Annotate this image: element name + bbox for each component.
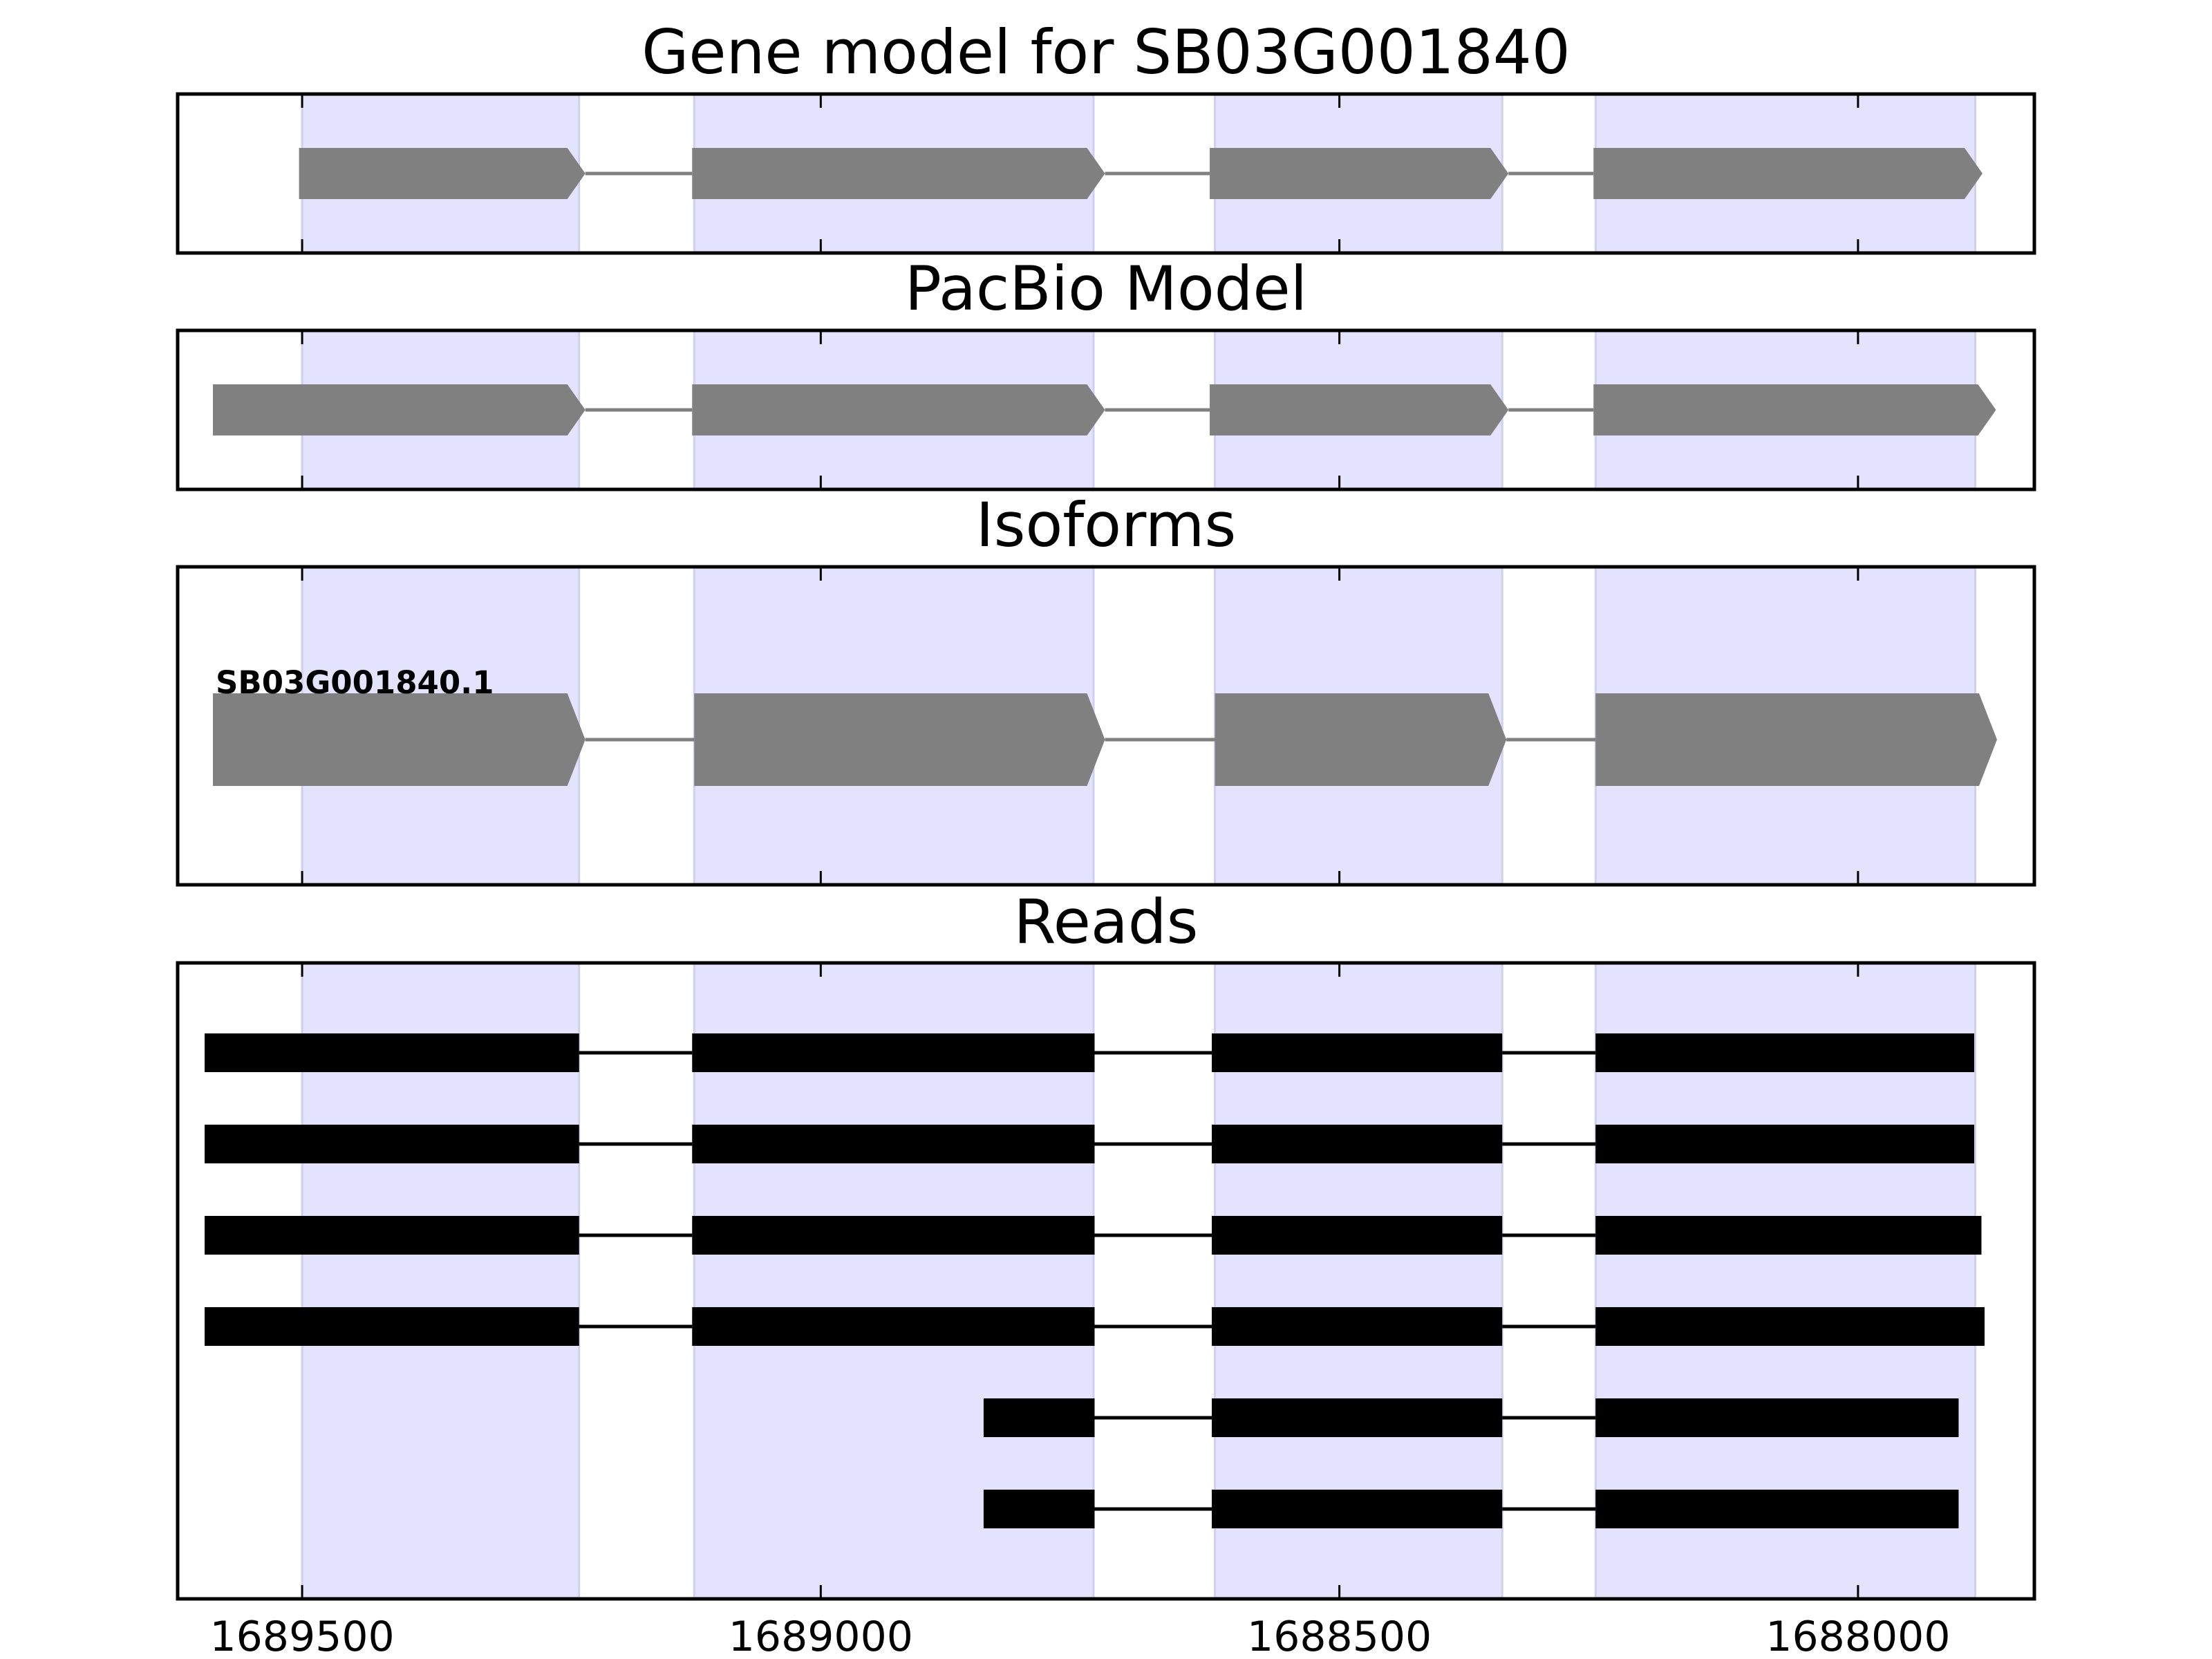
isoforms-structure [213,693,1997,786]
x-tick-label: 1689000 [729,1613,913,1659]
x-tick-label: 1689500 [209,1613,394,1659]
read-block [205,1307,579,1346]
read-block [692,1125,1095,1163]
reads-frame [176,961,2036,1601]
exon-arrow [213,384,585,435]
exon-arrow [1210,384,1509,435]
read-block [1595,1216,1982,1255]
reads-panel: Reads [176,886,2036,1601]
pacbio-structure [213,384,1996,435]
x-tick-label: 1688000 [1765,1613,1950,1659]
read-block [1212,1307,1503,1346]
x-tick-label: 1688500 [1247,1613,1432,1659]
read-block [692,1033,1095,1072]
pacbio-panel: PacBio Model [176,253,2036,491]
pacbio-frame [176,328,2036,491]
read-block [1212,1216,1503,1255]
exon-arrow [692,148,1105,199]
exon-arrow [1210,148,1509,199]
isoforms-ticks [301,567,1859,885]
reads-structure [205,1033,1985,1528]
read-block [1212,1033,1503,1072]
read-block [1595,1307,1985,1346]
read-block [1595,1125,1974,1163]
isoforms-frame [176,565,2036,887]
read-block [1595,1033,1974,1072]
exon-arrow [1593,384,1996,435]
isoform-label: SB03G001840.1 [216,664,494,701]
exon-arrow [1215,693,1507,786]
exon-arrow [213,693,585,786]
gene-model-ticks [301,94,1859,253]
read-block [205,1125,579,1163]
exon-arrow [694,693,1105,786]
read-block [1212,1398,1503,1437]
read-block [692,1216,1095,1255]
read-block [205,1033,579,1072]
gene-model-frame [176,92,2036,255]
read-block [692,1307,1095,1346]
gene-model-title: Gene model for SB03G001840 [641,17,1571,88]
x-axis-tick-labels: 1689500 1689000 1688500 1688000 [209,1613,1950,1659]
pacbio-title: PacBio Model [905,253,1307,324]
exon-arrow [299,148,585,199]
pacbio-ticks [301,330,1859,489]
read-block [983,1398,1095,1437]
exon-arrow [1595,693,1997,786]
read-block [1212,1490,1503,1528]
exon-arrow [692,384,1105,435]
exon-arrow [1593,148,1983,199]
isoforms-panel: Isoforms SB03G001840.1 [176,489,2036,887]
isoforms-title: Isoforms [976,489,1237,561]
read-block [983,1490,1095,1528]
read-block [1212,1125,1503,1163]
gene-model-structure [299,148,1983,199]
read-block [1595,1398,1959,1437]
read-block [205,1216,579,1255]
reads-title: Reads [1014,886,1199,957]
reads-ticks [301,963,1859,1599]
read-block [1595,1490,1959,1528]
gene-model-panel: Gene model for SB03G001840 [176,17,2036,255]
